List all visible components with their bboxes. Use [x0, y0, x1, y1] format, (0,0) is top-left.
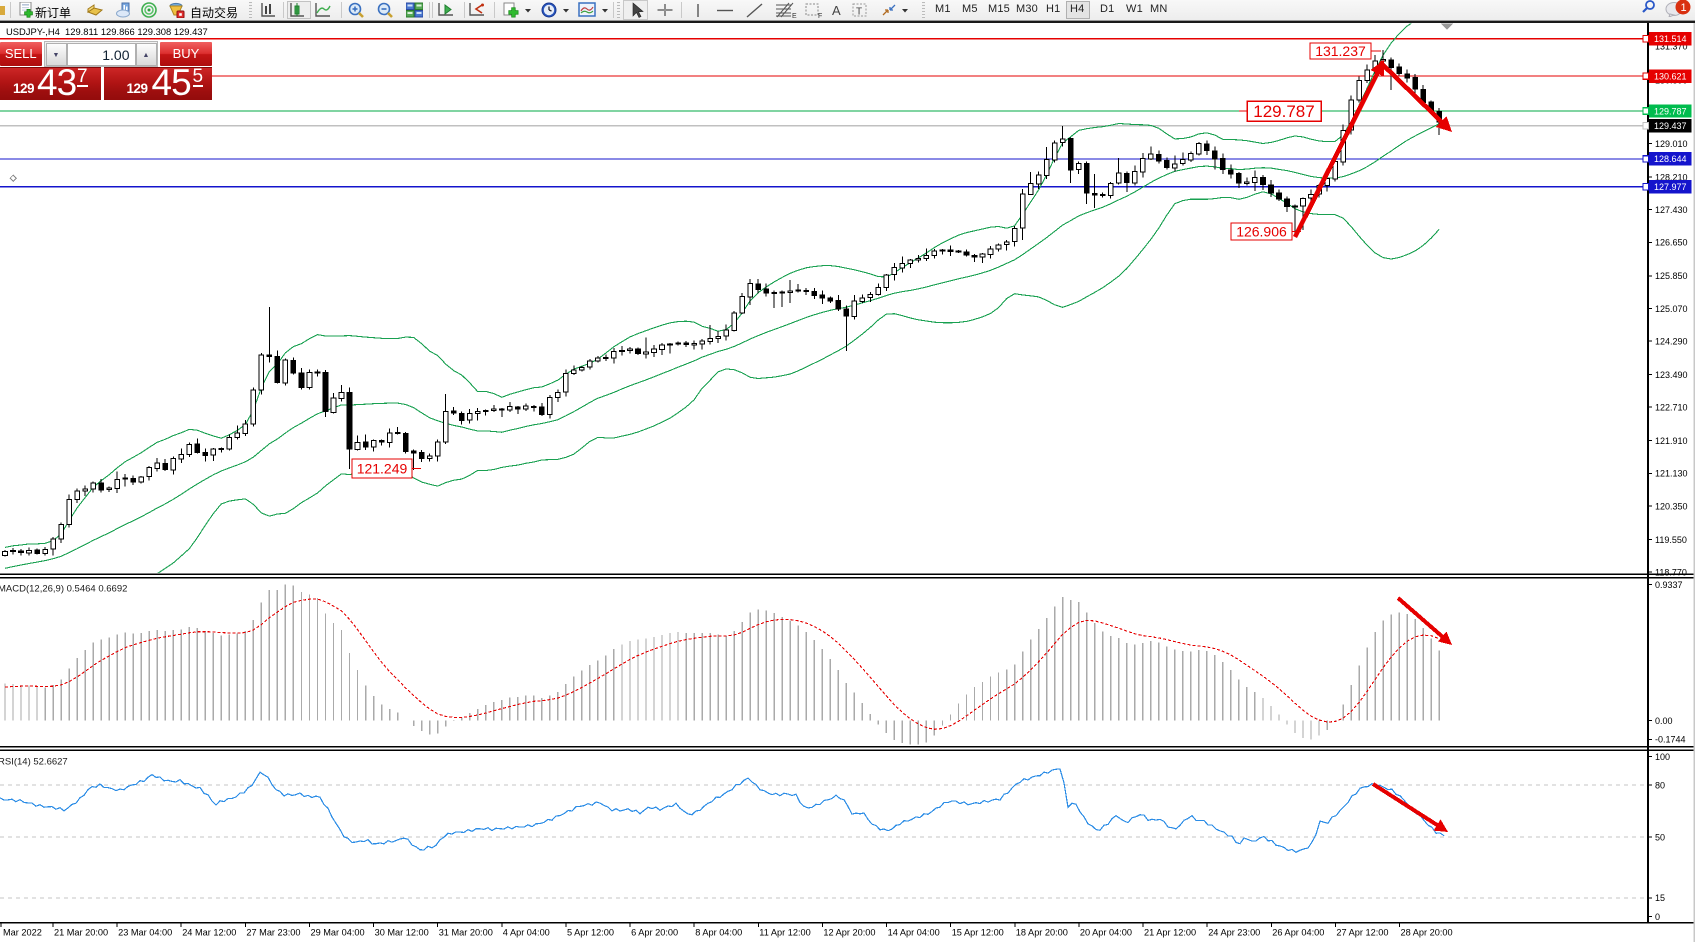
svg-text:120.350: 120.350: [1655, 501, 1688, 511]
svg-text:131.370: 131.370: [1655, 41, 1688, 51]
svg-text:Mar 2022: Mar 2022: [3, 928, 42, 938]
svg-text:20 Apr 04:00: 20 Apr 04:00: [1080, 928, 1132, 938]
svg-text:119.550: 119.550: [1655, 535, 1687, 545]
svg-text:14 Apr 04:00: 14 Apr 04:00: [888, 928, 940, 938]
svg-text:MACD(12,26,9) 0.5464 0.6692: MACD(12,26,9) 0.5464 0.6692: [0, 584, 127, 595]
svg-text:123.490: 123.490: [1655, 370, 1688, 380]
svg-text:126.906: 126.906: [1236, 224, 1287, 240]
svg-text:23 Mar 04:00: 23 Mar 04:00: [118, 928, 172, 938]
svg-text:128.644: 128.644: [1654, 154, 1687, 164]
svg-text:0: 0: [1655, 912, 1660, 922]
svg-text:50: 50: [1655, 832, 1665, 842]
svg-text:121.130: 121.130: [1655, 469, 1688, 479]
svg-text:-0.1744: -0.1744: [1655, 735, 1686, 745]
svg-text:121.249: 121.249: [357, 461, 408, 477]
svg-text:118.770: 118.770: [1655, 567, 1687, 577]
svg-text:0.9337: 0.9337: [1655, 580, 1683, 590]
svg-text:80: 80: [1655, 781, 1665, 791]
svg-text:29 Mar 04:00: 29 Mar 04:00: [311, 928, 365, 938]
svg-text:18 Apr 20:00: 18 Apr 20:00: [1016, 928, 1068, 938]
svg-text:6 Apr 20:00: 6 Apr 20:00: [631, 928, 678, 938]
svg-text:27 Apr 12:00: 27 Apr 12:00: [1336, 928, 1388, 938]
svg-text:131.237: 131.237: [1315, 43, 1366, 59]
svg-text:E: E: [792, 13, 797, 19]
svg-text:129.437: 129.437: [1654, 121, 1687, 131]
svg-text:127.977: 127.977: [1654, 182, 1687, 192]
svg-text:15 Apr 12:00: 15 Apr 12:00: [952, 928, 1004, 938]
svg-text:12 Apr 20:00: 12 Apr 20:00: [823, 928, 875, 938]
svg-text:126.650: 126.650: [1655, 238, 1688, 248]
svg-text:15: 15: [1655, 893, 1665, 903]
svg-text:0.00: 0.00: [1655, 716, 1673, 726]
svg-text:5 Apr 12:00: 5 Apr 12:00: [567, 928, 614, 938]
svg-text:122.710: 122.710: [1655, 403, 1688, 413]
svg-text:100: 100: [1655, 752, 1670, 762]
svg-text:121.910: 121.910: [1655, 436, 1688, 446]
svg-text:131.514: 131.514: [1654, 34, 1687, 44]
svg-text:28 Apr 20:00: 28 Apr 20:00: [1401, 928, 1453, 938]
svg-text:31 Mar 20:00: 31 Mar 20:00: [439, 928, 493, 938]
svg-text:24 Apr 23:00: 24 Apr 23:00: [1208, 928, 1260, 938]
svg-text:1: 1: [1681, 2, 1687, 14]
svg-text:8 Apr 04:00: 8 Apr 04:00: [695, 928, 742, 938]
svg-text:127.430: 127.430: [1655, 205, 1688, 215]
svg-text:21 Apr 12:00: 21 Apr 12:00: [1144, 928, 1196, 938]
svg-text:125.850: 125.850: [1655, 271, 1688, 281]
svg-text:21 Mar 20:00: 21 Mar 20:00: [54, 928, 108, 938]
svg-text:129.787: 129.787: [1253, 102, 1314, 121]
svg-text:26 Apr 04:00: 26 Apr 04:00: [1272, 928, 1324, 938]
svg-text:129.010: 129.010: [1655, 139, 1688, 149]
svg-text:128.210: 128.210: [1655, 172, 1688, 182]
svg-text:RSI(14) 52.6627: RSI(14) 52.6627: [0, 757, 68, 768]
svg-text:30 Mar 12:00: 30 Mar 12:00: [375, 928, 429, 938]
svg-text:A: A: [832, 3, 841, 18]
svg-text:124.290: 124.290: [1655, 336, 1688, 346]
svg-text:11 Apr 12:00: 11 Apr 12:00: [759, 928, 810, 938]
svg-text:T: T: [856, 7, 862, 18]
svg-text:130.621: 130.621: [1654, 71, 1687, 81]
svg-text:125.070: 125.070: [1655, 304, 1688, 314]
svg-text:129.787: 129.787: [1654, 106, 1687, 116]
svg-text:27 Mar 23:00: 27 Mar 23:00: [246, 928, 300, 938]
svg-text:F: F: [818, 13, 822, 19]
svg-text:24 Mar 12:00: 24 Mar 12:00: [182, 928, 236, 938]
svg-text:4 Apr 04:00: 4 Apr 04:00: [503, 928, 550, 938]
